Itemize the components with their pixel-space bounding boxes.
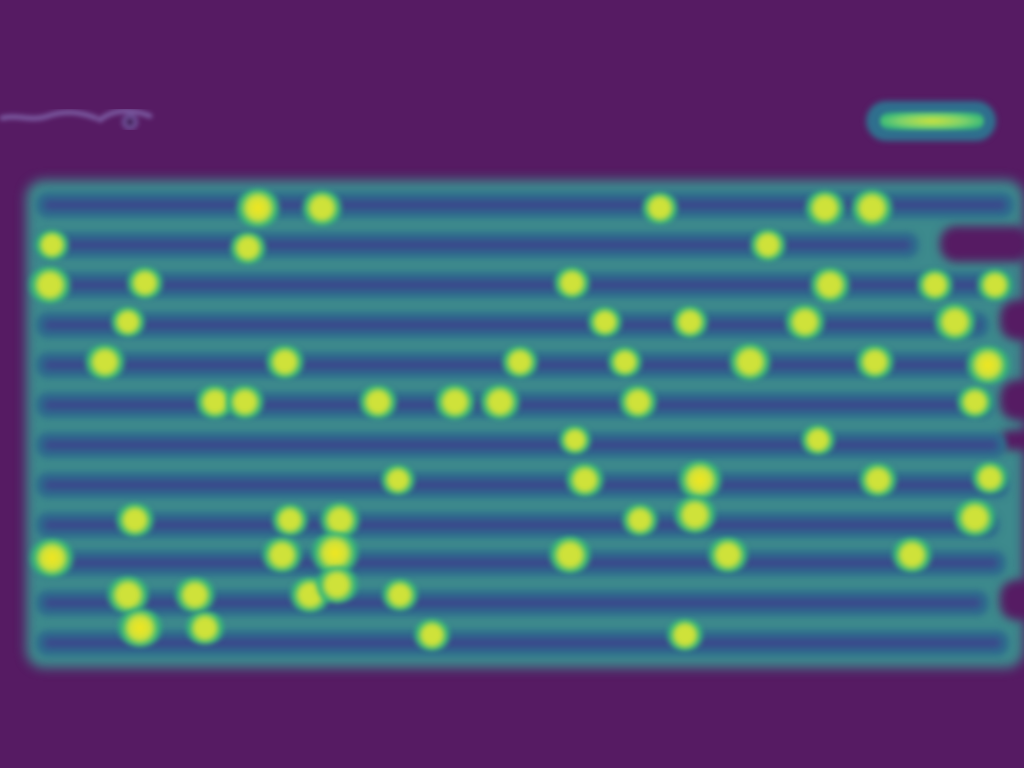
heatmap-view — [0, 0, 1024, 768]
heatmap-canvas — [0, 0, 1024, 768]
